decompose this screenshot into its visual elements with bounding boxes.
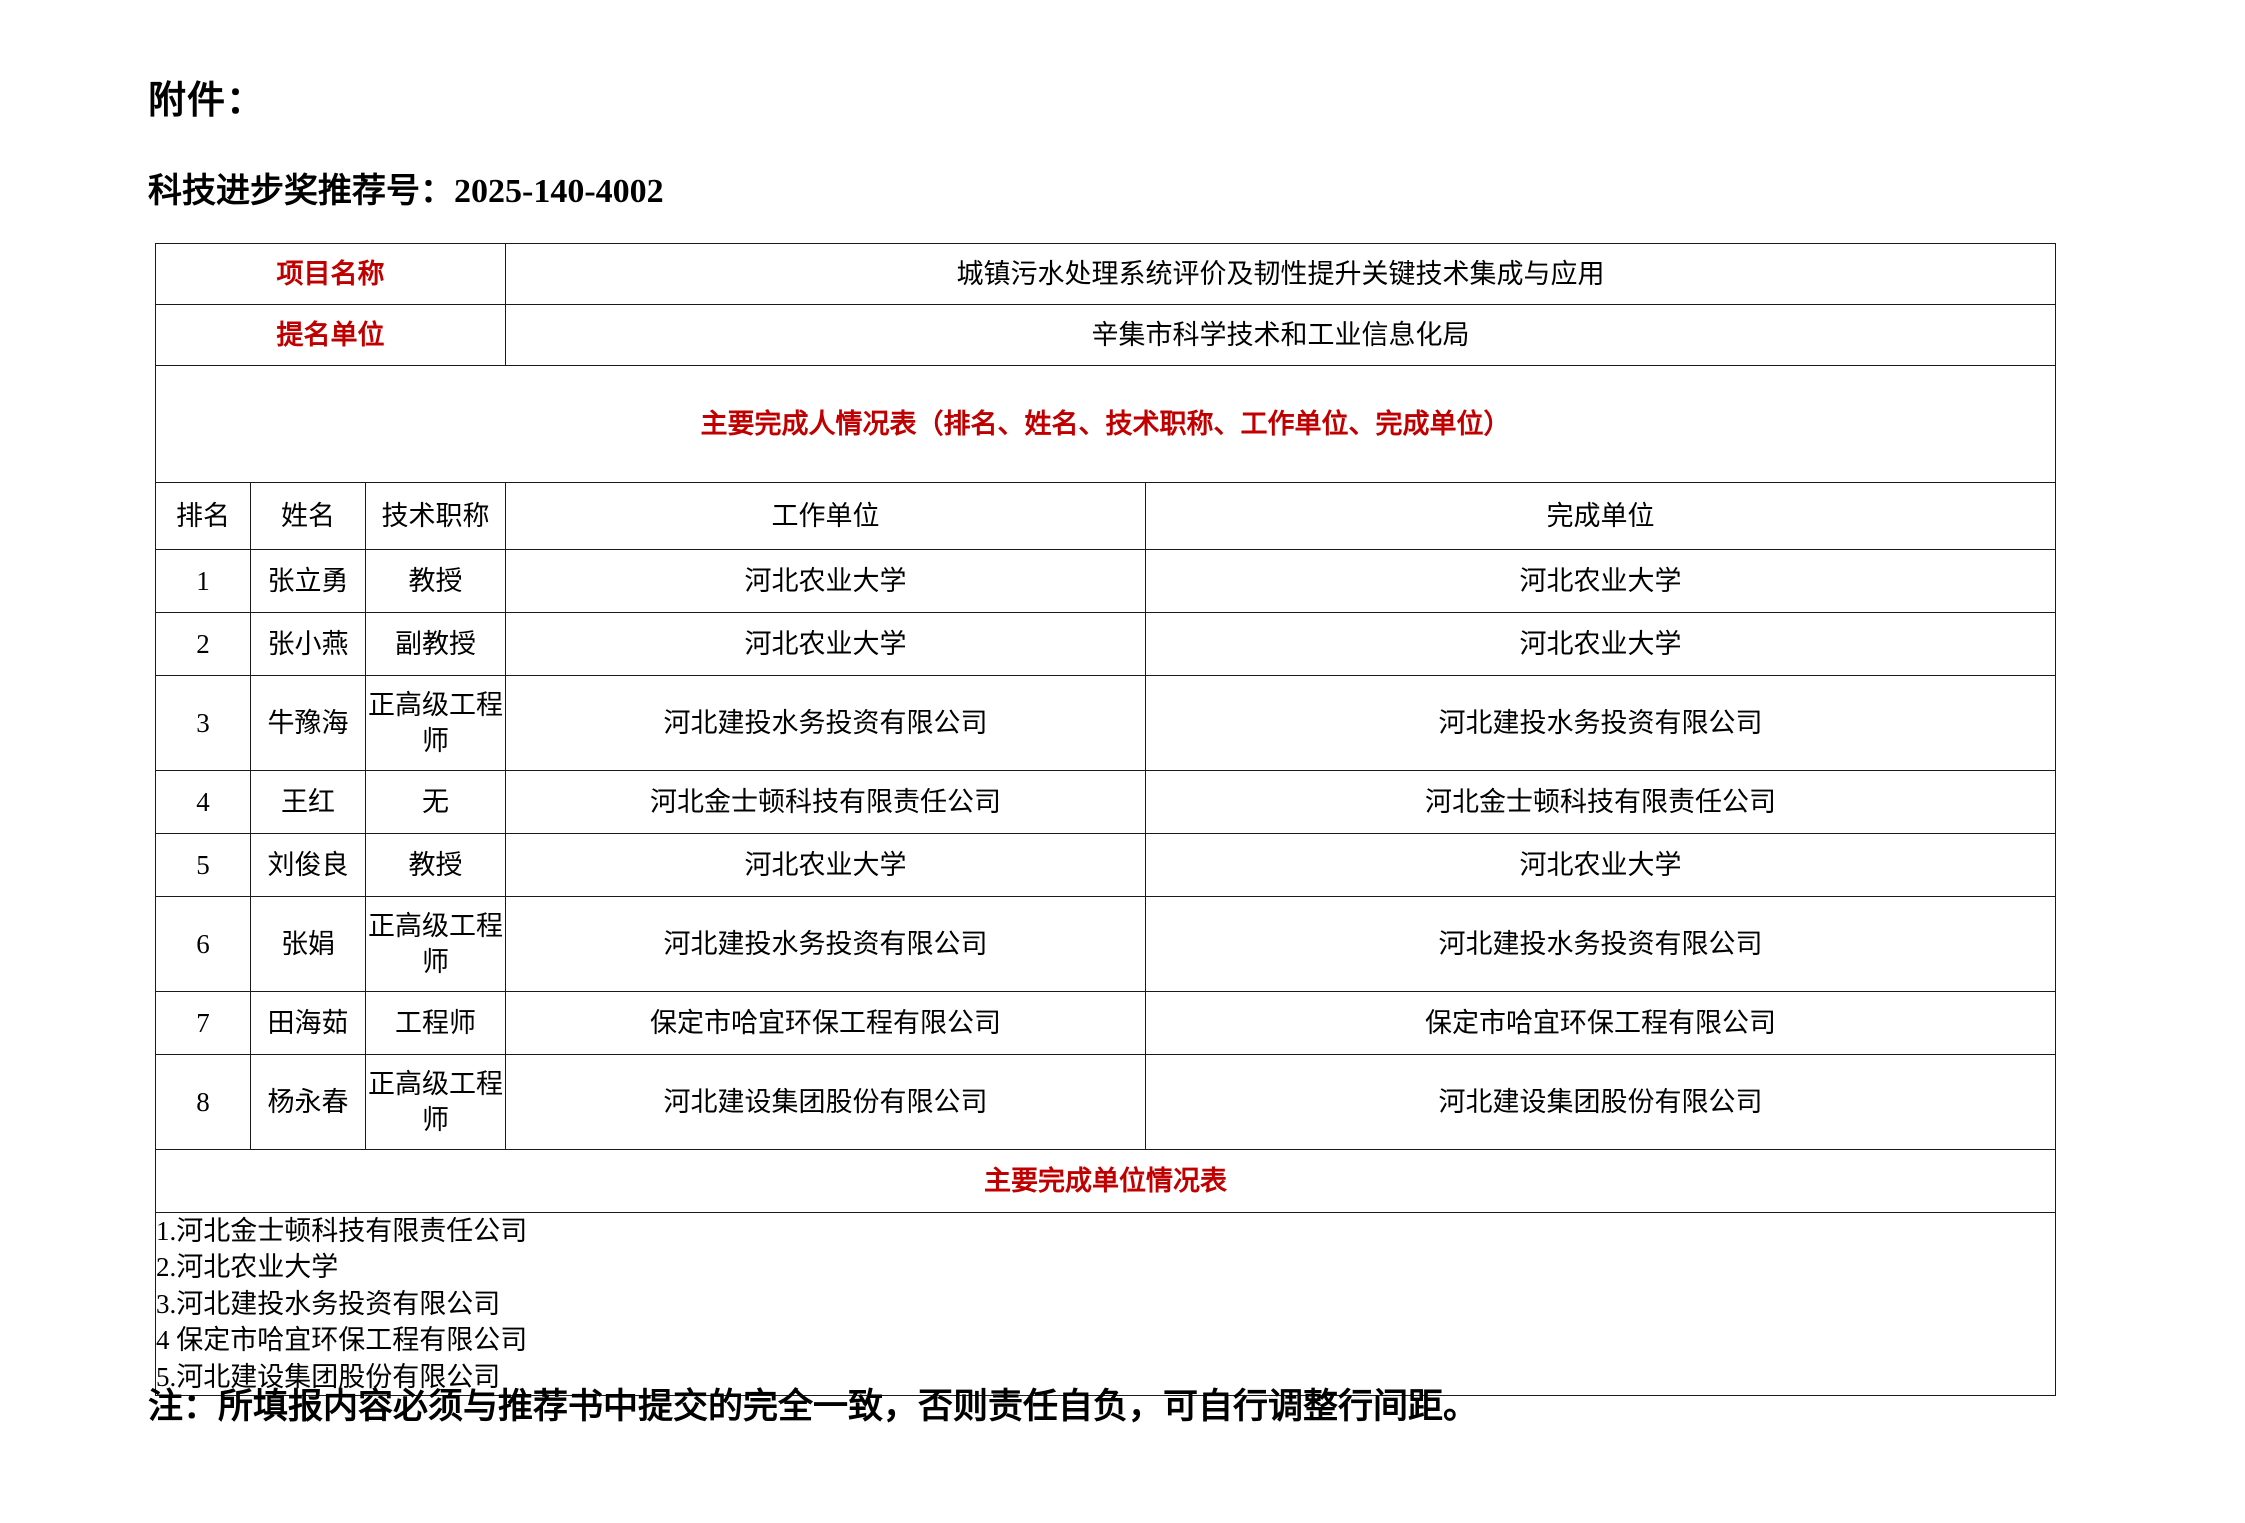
cell-work-unit: 河北建投水务投资有限公司 — [505, 675, 1147, 771]
cell-completion-unit: 河北建投水务投资有限公司 — [1145, 896, 2057, 992]
cell-completion-unit: 河北农业大学 — [1145, 833, 2057, 897]
cell-name: 杨永春 — [250, 1054, 366, 1150]
cell-name: 张立勇 — [250, 549, 366, 613]
cell-completion-unit: 河北农业大学 — [1145, 549, 2057, 613]
recommendation-number-prefix: 科技进步奖推荐号： — [148, 173, 454, 210]
award-recommendation-table: 项目名称 城镇污水处理系统评价及韧性提升关键技术集成与应用 提名单位 辛集市科学… — [154, 243, 2057, 1397]
list-item: 1.河北金士顿科技有限责任公司 — [156, 1216, 528, 1246]
value-project-name: 城镇污水处理系统评价及韧性提升关键技术集成与应用 — [505, 243, 2057, 305]
list-item: 4 保定市哈宜环保工程有限公司 — [156, 1325, 528, 1356]
column-header-name: 姓名 — [250, 482, 366, 550]
cell-completion-unit: 河北金士顿科技有限责任公司 — [1145, 770, 2057, 834]
column-header-rank: 排名 — [155, 482, 251, 550]
cell-rank: 2 — [155, 612, 251, 676]
table-row-project-name: 项目名称 城镇污水处理系统评价及韧性提升关键技术集成与应用 — [154, 243, 2057, 305]
list-item: 3.河北建投水务投资有限公司 — [156, 1288, 501, 1319]
cell-rank: 1 — [155, 549, 251, 613]
cell-technical-title: 正高级工程师 — [364, 1054, 507, 1150]
recommendation-number-line: 科技进步奖推荐号：2025-140-4002 — [148, 175, 664, 209]
cell-technical-title: 副教授 — [364, 612, 507, 676]
cell-rank: 8 — [155, 1054, 251, 1150]
cell-rank: 3 — [155, 675, 251, 771]
label-project-name: 项目名称 — [154, 243, 507, 305]
cell-name: 张娟 — [250, 896, 366, 992]
cell-rank: 4 — [155, 770, 251, 834]
column-header-work-unit: 工作单位 — [505, 482, 1147, 550]
cell-name: 刘俊良 — [250, 833, 366, 897]
cell-work-unit: 河北建投水务投资有限公司 — [505, 896, 1147, 992]
list-item: 2.河北农业大学 — [156, 1252, 339, 1283]
table-row: 2 张小燕 副教授 河北农业大学 河北农业大学 — [155, 612, 2057, 676]
table-row: 1 张立勇 教授 河北农业大学 河北农业大学 — [155, 549, 2057, 613]
list-item: 5.河北建设集团股份有限公司 — [156, 1361, 501, 1392]
contributors-section-title: 主要完成人情况表（排名、姓名、技术职称、工作单位、完成单位） — [154, 365, 2057, 483]
cell-work-unit: 河北农业大学 — [505, 612, 1147, 676]
cell-completion-unit: 河北农业大学 — [1145, 612, 2057, 676]
table-row: 4 王红 无 河北金士顿科技有限责任公司 河北金士顿科技有限责任公司 — [155, 770, 2057, 834]
cell-work-unit: 保定市哈宜环保工程有限公司 — [505, 991, 1147, 1055]
cell-technical-title: 正高级工程师 — [364, 896, 507, 992]
cell-work-unit: 河北金士顿科技有限责任公司 — [505, 770, 1147, 834]
table-row-units-title: 主要完成单位情况表 — [154, 1149, 2057, 1213]
cell-name: 王红 — [250, 770, 366, 834]
cell-work-unit: 河北农业大学 — [505, 833, 1147, 897]
cell-technical-title: 教授 — [364, 833, 507, 897]
recommendation-number-value: 2025-140-4002 — [454, 173, 664, 210]
cell-work-unit: 河北建设集团股份有限公司 — [505, 1054, 1147, 1150]
column-header-completion-unit: 完成单位 — [1145, 482, 2057, 550]
table-row-units-list: 1.河北金士顿科技有限责任公司 2.河北农业大学 3.河北建投水务投资有限公司 … — [154, 1211, 2057, 1397]
cell-name: 张小燕 — [250, 612, 366, 676]
table-row: 6 张娟 正高级工程师 河北建投水务投资有限公司 河北建投水务投资有限公司 — [155, 896, 2057, 992]
cell-completion-unit: 河北建设集团股份有限公司 — [1145, 1054, 2057, 1150]
table-row: 8 杨永春 正高级工程师 河北建设集团股份有限公司 河北建设集团股份有限公司 — [155, 1054, 2057, 1150]
units-list: 1.河北金士顿科技有限责任公司 2.河北农业大学 3.河北建投水务投资有限公司 … — [154, 1211, 2057, 1397]
units-section-title: 主要完成单位情况表 — [154, 1149, 2057, 1213]
table-row-contributors-title: 主要完成人情况表（排名、姓名、技术职称、工作单位、完成单位） — [154, 365, 2057, 483]
cell-work-unit: 河北农业大学 — [505, 549, 1147, 613]
cell-technical-title: 教授 — [364, 549, 507, 613]
cell-rank: 6 — [155, 896, 251, 992]
cell-technical-title: 工程师 — [364, 991, 507, 1055]
label-nominating-unit: 提名单位 — [154, 304, 507, 366]
cell-name: 牛豫海 — [250, 675, 366, 771]
cell-completion-unit: 河北建投水务投资有限公司 — [1145, 675, 2057, 771]
footer-note: 注：所填报内容必须与推荐书中提交的完全一致，否则责任自负，可自行调整行间距。 — [148, 1387, 1479, 1426]
column-header-technical-title: 技术职称 — [364, 482, 507, 550]
cell-rank: 5 — [155, 833, 251, 897]
cell-technical-title: 无 — [364, 770, 507, 834]
attachment-label: 附件： — [148, 80, 266, 122]
cell-name: 田海茹 — [250, 991, 366, 1055]
cell-completion-unit: 保定市哈宜环保工程有限公司 — [1145, 991, 2057, 1055]
table-row: 3 牛豫海 正高级工程师 河北建投水务投资有限公司 河北建投水务投资有限公司 — [155, 675, 2057, 771]
cell-technical-title: 正高级工程师 — [364, 675, 507, 771]
table-row-column-headers: 排名 姓名 技术职称 工作单位 完成单位 — [155, 482, 2057, 550]
table-row: 7 田海茹 工程师 保定市哈宜环保工程有限公司 保定市哈宜环保工程有限公司 — [155, 991, 2057, 1055]
cell-rank: 7 — [155, 991, 251, 1055]
table-row: 5 刘俊良 教授 河北农业大学 河北农业大学 — [155, 833, 2057, 897]
value-nominating-unit: 辛集市科学技术和工业信息化局 — [505, 304, 2057, 366]
table-row-nominating-unit: 提名单位 辛集市科学技术和工业信息化局 — [154, 304, 2057, 366]
